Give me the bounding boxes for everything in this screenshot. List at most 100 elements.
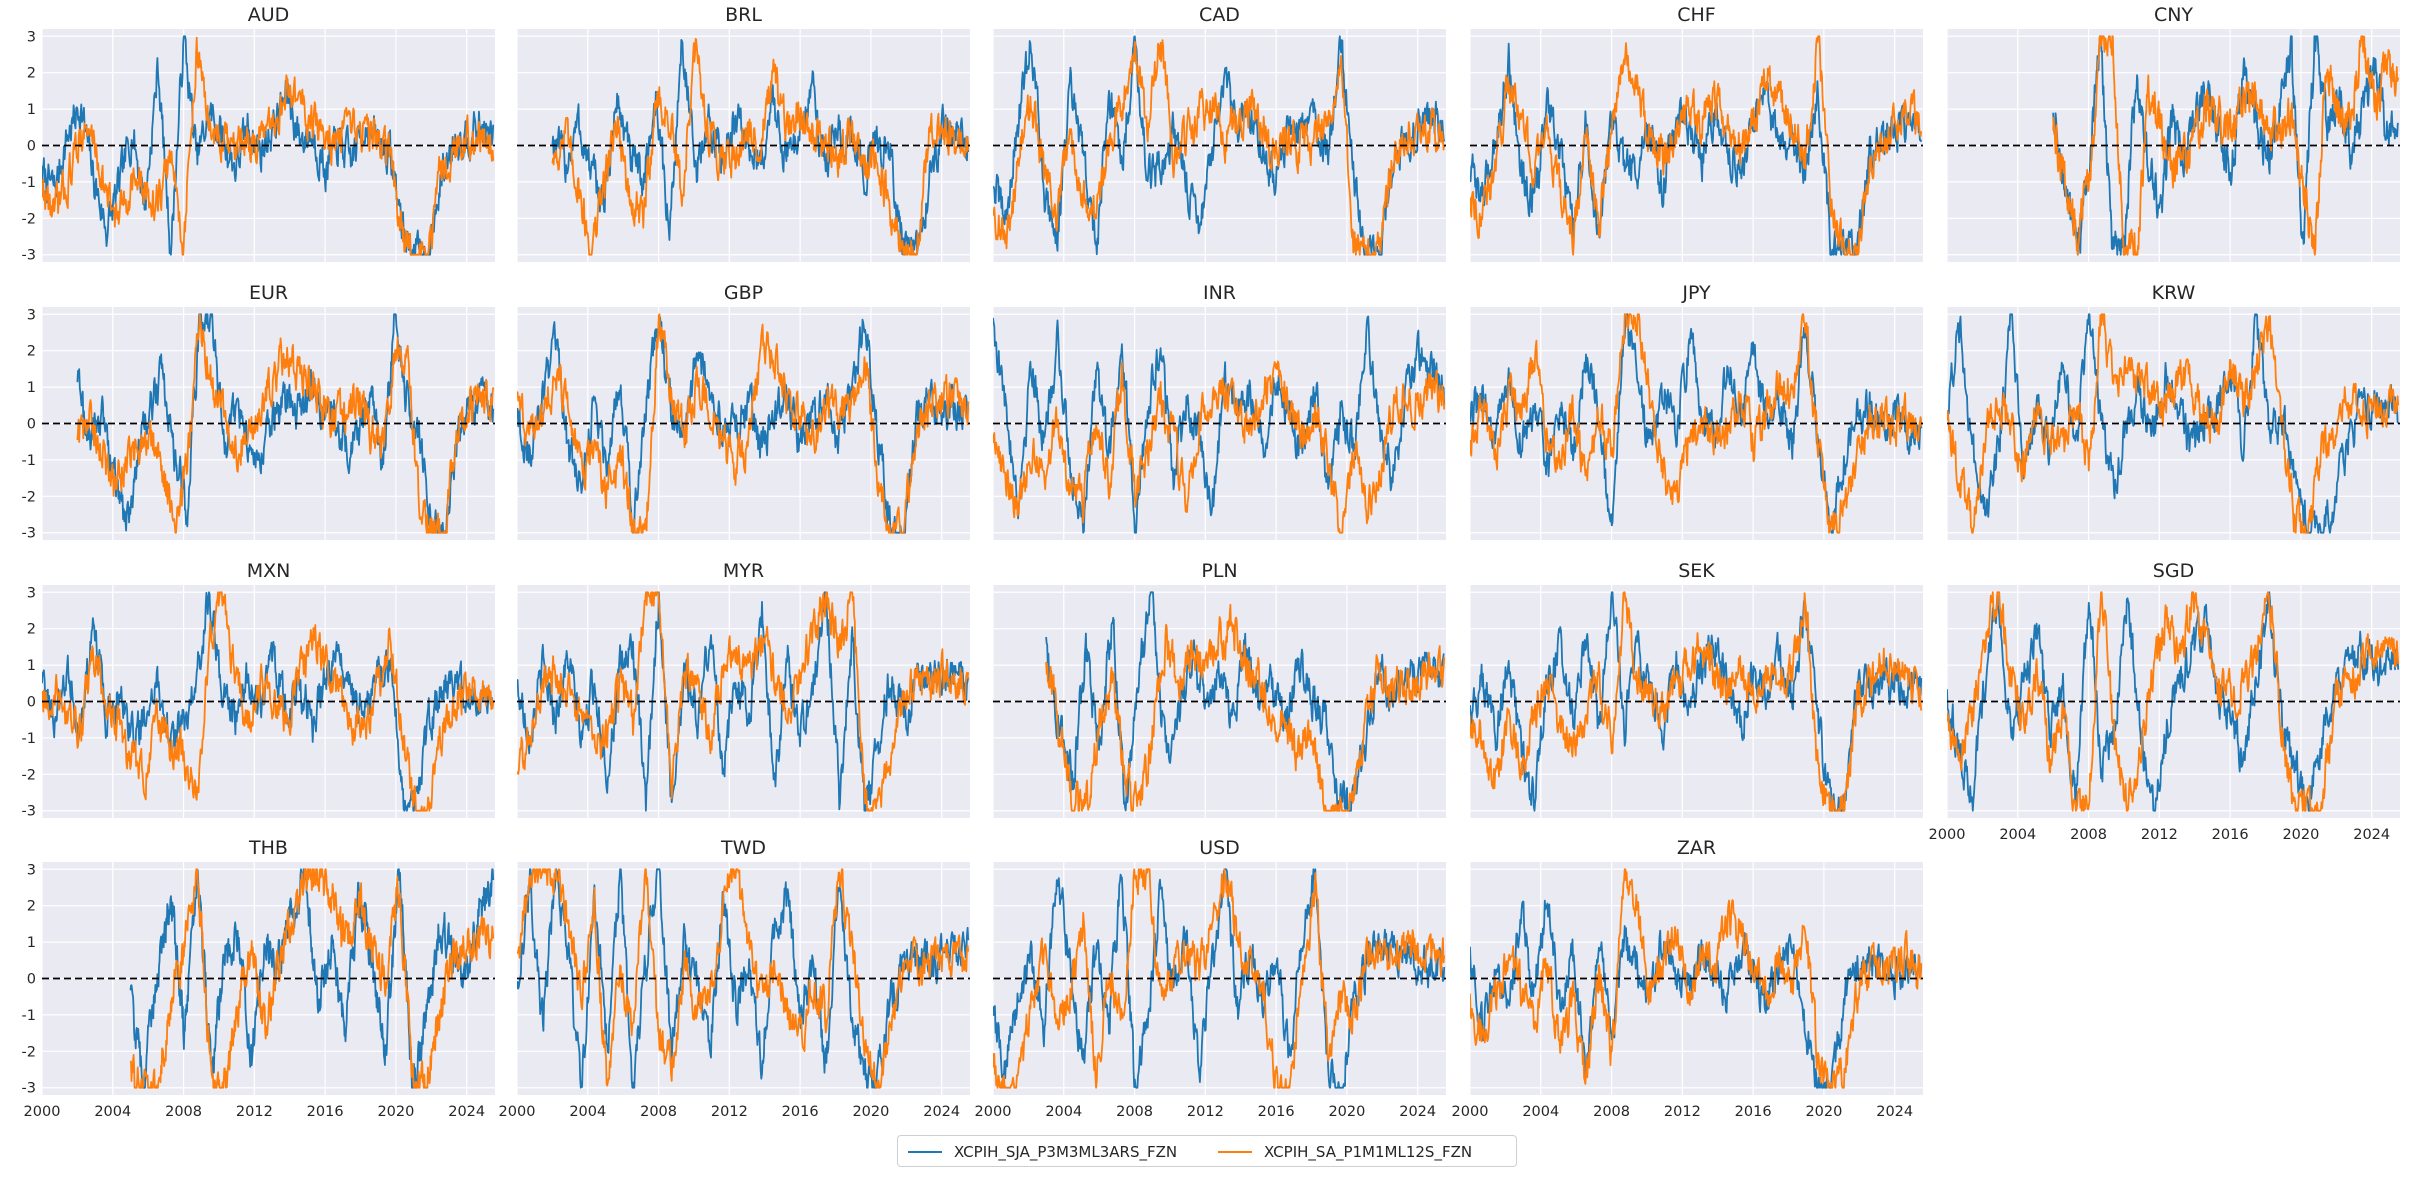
series-line-1 [1045, 591, 1445, 812]
panel-title: AUD [248, 4, 290, 26]
panel-title: MXN [247, 560, 291, 582]
x-tick-label: 2024 [923, 1104, 960, 1120]
panel-title: TWD [720, 837, 766, 859]
series-line-2 [129, 868, 495, 1089]
panel-zar: ZAR 2000 2004 2008 2012 2016 2020 2024 [1452, 837, 1923, 1120]
panel-title: MYR [723, 560, 764, 582]
x-tick-label: 2024 [1876, 1104, 1913, 1120]
x-tick-label: 2000 [1929, 827, 1966, 843]
panel-title: EUR [249, 282, 288, 304]
panel-thb: THB 3 2 1 0 -1 -2 -3 2000 2004 2008 2012 2016 2020 202… [22, 837, 495, 1120]
x-tick-label: 2020 [1805, 1104, 1842, 1120]
legend-swatch-series-2 [1218, 1150, 1252, 1154]
y-tick-label: 3 [27, 585, 36, 601]
x-tick-label: 2008 [1593, 1104, 1630, 1120]
panel-title: CNY [2154, 4, 2193, 26]
x-tick-label: 2016 [307, 1104, 344, 1120]
series-line-2 [76, 313, 495, 534]
panel-krw: KRW [1946, 282, 2400, 540]
series-group [993, 35, 1446, 256]
series-line-2 [993, 39, 1446, 256]
y-tick-label: -2 [22, 489, 36, 505]
series-line-1 [42, 591, 495, 812]
legend-label-series-1: XCPIH_SJA_P3M3ML3ARS_FZN [954, 1143, 1178, 1161]
legend-label-series-2: XCPIH_SA_P1M1ML12S_FZN [1264, 1143, 1473, 1161]
panel-twd: TWD 2000 2004 2008 2012 2016 2020 2024 [499, 837, 970, 1120]
series-line-1 [1947, 591, 2400, 812]
x-tick-label: 2012 [236, 1104, 273, 1120]
x-tick-label: 2008 [2070, 827, 2107, 843]
y-tick-label: 0 [27, 417, 36, 433]
y-tick-label: 3 [27, 29, 36, 45]
y-tick-label: 0 [27, 695, 36, 711]
x-tick-label: 2024 [1399, 1104, 1436, 1120]
series-group [1947, 313, 2400, 534]
series-line-2 [1470, 313, 1923, 534]
series-group [2052, 35, 2400, 256]
panel-title: ZAR [1677, 837, 1716, 859]
y-tick-label: 0 [27, 972, 36, 988]
x-tick-label: 2012 [2141, 827, 2178, 843]
x-tick-label: 2008 [1116, 1104, 1153, 1120]
y-tick-label: -3 [22, 248, 36, 264]
y-tick-label: -1 [22, 731, 36, 747]
panel-gbp: GBP [516, 282, 970, 540]
x-tick-label: 2004 [1999, 827, 2036, 843]
series-group [76, 313, 495, 534]
series-line-2 [1045, 603, 1446, 812]
series-line-1 [517, 591, 970, 812]
y-tick-label: -1 [22, 453, 36, 469]
x-tick-label: 2020 [377, 1104, 414, 1120]
series-group [517, 591, 970, 812]
x-tick-label: 2000 [499, 1104, 536, 1120]
y-tick-label: 2 [27, 899, 36, 915]
y-tick-label: 2 [27, 622, 36, 638]
panel-myr: MYR [516, 560, 970, 818]
y-tick-label: 0 [27, 139, 36, 155]
panel-title: CHF [1677, 4, 1715, 26]
panel-usd: USD 2000 2004 2008 2012 2016 2020 2024 [975, 837, 1446, 1120]
series-line-2 [551, 38, 970, 256]
legend-item-series-2: XCPIH_SA_P1M1ML12S_FZN [1218, 1142, 1472, 1162]
panel-aud: AUD 3 2 1 0 -1 -2 -3 [22, 4, 495, 264]
x-tick-label: 2016 [1258, 1104, 1295, 1120]
y-tick-label: 1 [27, 102, 36, 118]
x-tick-label: 2000 [975, 1104, 1012, 1120]
x-tick-label: 2004 [569, 1104, 606, 1120]
panel-title: BRL [725, 4, 762, 26]
x-tick-label: 2024 [448, 1104, 485, 1120]
y-tick-label: -1 [22, 175, 36, 191]
panel-pln: PLN [992, 560, 1446, 818]
panel-title: JPY [1681, 282, 1711, 304]
panel-title: SGD [2153, 560, 2194, 582]
y-tick-label: 2 [27, 344, 36, 360]
panel-brl: BRL [516, 4, 970, 262]
series-line-1 [993, 315, 1446, 534]
series-group [42, 35, 495, 256]
panel-eur: EUR 3 2 1 0 -1 -2 -3 [22, 282, 495, 542]
x-tick-label: 2020 [2282, 827, 2319, 843]
x-tick-label: 2004 [1522, 1104, 1559, 1120]
series-group [551, 38, 970, 256]
y-tick-label: -2 [22, 211, 36, 227]
panel-title: SEK [1678, 560, 1715, 582]
series-group [517, 868, 970, 1089]
x-tick-label: 2012 [711, 1104, 748, 1120]
series-line-1 [129, 868, 495, 1089]
series-group [993, 868, 1446, 1089]
panel-sek: SEK [1469, 560, 1923, 818]
y-tick-label: -3 [22, 804, 36, 820]
panel-title: PLN [1201, 560, 1237, 582]
y-tick-label: -2 [22, 1044, 36, 1060]
series-line-2 [1470, 591, 1923, 812]
panel-sgd: SGD 2000 2004 2008 2012 2016 2020 2024 [1929, 560, 2400, 843]
x-tick-label: 2020 [852, 1104, 889, 1120]
y-tick-label: -3 [22, 526, 36, 542]
series-group [1470, 35, 1923, 256]
x-tick-label: 2016 [1735, 1104, 1772, 1120]
legend: XCPIH_SJA_P3M3ML3ARS_FZN XCPIH_SA_P1M1ML… [897, 1135, 1517, 1167]
x-tick-label: 2016 [782, 1104, 819, 1120]
series-line-2 [993, 868, 1446, 1089]
